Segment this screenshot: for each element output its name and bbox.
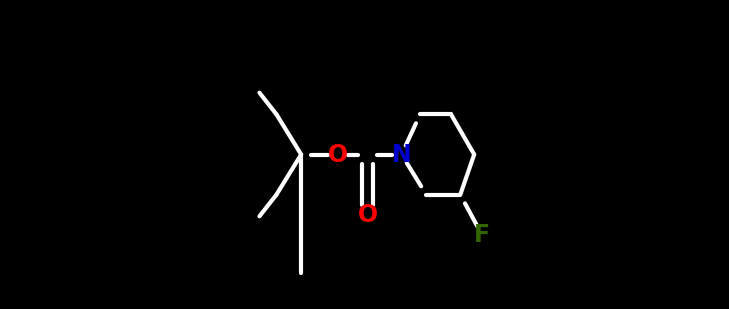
Text: O: O — [357, 203, 378, 227]
Text: F: F — [474, 223, 490, 247]
Text: O: O — [328, 142, 348, 167]
Text: N: N — [391, 142, 411, 167]
